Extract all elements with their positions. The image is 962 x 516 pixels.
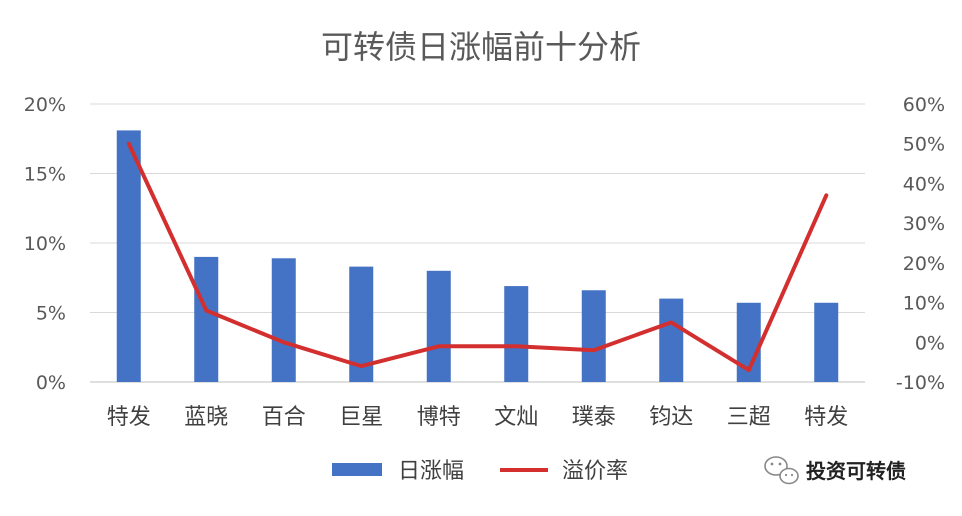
- category-label: 文灿: [494, 405, 538, 430]
- category-label: 博特: [417, 405, 461, 430]
- bar: [659, 298, 684, 382]
- premium-rate-line: [126, 141, 829, 373]
- left-axis-ticks: 0% 5% 10% 15% 20%: [24, 94, 66, 394]
- legend-label-premium-rate: 溢价率: [562, 459, 628, 484]
- right-axis-tick-label: 0%: [915, 332, 945, 354]
- bar: [116, 130, 141, 382]
- bar: [194, 256, 219, 382]
- legend-bar-swatch: [332, 463, 382, 476]
- category-label: 百合: [262, 405, 306, 430]
- bar: [426, 270, 451, 382]
- left-axis-tick-label: 10%: [24, 233, 66, 255]
- gridlines: [90, 103, 865, 383]
- right-axis-tick-label: 10%: [903, 293, 945, 315]
- bar-series: [116, 130, 839, 382]
- category-label: 璞泰: [572, 405, 616, 430]
- left-axis-tick-label: 20%: [24, 94, 66, 116]
- right-axis-ticks: -10% 0% 10% 20% 30% 40% 50% 60%: [896, 94, 945, 394]
- bar: [814, 302, 839, 382]
- category-label: 巨星: [339, 405, 383, 430]
- right-axis-tick-label: -10%: [896, 372, 945, 394]
- right-axis-tick-label: 40%: [903, 173, 945, 195]
- legend-label-daily-change: 日涨幅: [398, 459, 464, 484]
- wechat-icon: [764, 456, 799, 485]
- category-labels: 特发 蓝晓 百合 巨星 博特 文灿 璞泰 钧达 三超 特发: [107, 405, 849, 430]
- line-series: [126, 141, 829, 373]
- left-axis-tick-label: 5%: [36, 303, 66, 325]
- right-axis-tick-label: 20%: [903, 253, 945, 275]
- right-axis-tick-label: 30%: [903, 213, 945, 235]
- category-label: 特发: [107, 405, 151, 430]
- bar: [581, 290, 606, 382]
- category-label: 钧达: [649, 405, 693, 430]
- watermark-text: 投资可转债: [806, 459, 906, 483]
- left-axis-tick-label: 0%: [36, 372, 66, 394]
- chart-title: 可转债日涨幅前十分析: [321, 28, 641, 66]
- bar: [504, 286, 529, 382]
- watermark: 投资可转债: [764, 456, 906, 485]
- category-label: 三超: [727, 405, 771, 430]
- legend: 日涨幅 溢价率: [332, 459, 628, 484]
- right-axis-tick-label: 50%: [903, 134, 945, 156]
- category-label: 特发: [804, 405, 848, 430]
- category-label: 蓝晓: [184, 405, 228, 430]
- left-axis-tick-label: 15%: [24, 164, 66, 186]
- bar: [271, 258, 296, 382]
- right-axis-tick-label: 60%: [903, 94, 945, 116]
